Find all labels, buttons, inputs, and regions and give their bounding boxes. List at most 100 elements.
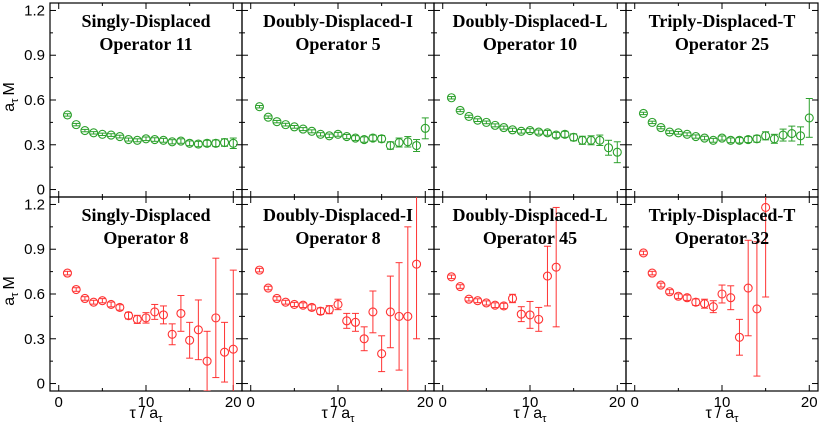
marker [211, 313, 221, 323]
panel-title-line2: Operator 5 [295, 34, 380, 54]
data-point [71, 120, 81, 130]
marker [298, 124, 308, 134]
marker [315, 306, 326, 316]
marker [106, 130, 116, 140]
ticks [50, 3, 242, 197]
data-point [272, 293, 282, 304]
x-axis-label-4: τ / aτ [706, 405, 740, 425]
data-point [254, 265, 265, 275]
data-point [403, 136, 413, 148]
marker [743, 283, 753, 293]
marker [263, 112, 273, 122]
marker [656, 280, 666, 290]
marker [377, 349, 387, 359]
panel-title-line2: Operator 11 [99, 34, 192, 54]
marker [185, 335, 195, 345]
data-point [80, 126, 90, 136]
data-point [368, 290, 378, 334]
data-point [185, 138, 195, 148]
x-tick-label: 20 [609, 394, 626, 411]
data-point [377, 335, 387, 373]
data-point [219, 137, 230, 148]
marker [150, 134, 160, 145]
marker [534, 314, 544, 324]
marker [490, 300, 500, 310]
data-point [219, 321, 230, 383]
data-point [167, 323, 177, 346]
marker [656, 123, 666, 133]
data-point [307, 302, 317, 312]
ticks [242, 197, 434, 391]
marker [359, 134, 369, 145]
series [446, 93, 622, 164]
marker [403, 311, 413, 321]
data-point [665, 287, 675, 297]
marker [595, 135, 605, 145]
data-point [761, 131, 771, 141]
data-point [193, 139, 203, 149]
marker [281, 120, 291, 130]
x-tick-label: 20 [801, 394, 818, 411]
axis-labels-layer: aτM aτM τ / aτ τ / aτ τ / aτ τ / aτ [1, 82, 739, 425]
data-point [158, 305, 169, 325]
marker [769, 134, 779, 144]
x-axis-label-1: τ / aτ [130, 405, 164, 425]
y-tick-label: 0.9 [24, 241, 45, 258]
marker [272, 117, 282, 127]
data-point [71, 284, 81, 295]
data-point [202, 330, 212, 391]
data-point [289, 122, 299, 132]
data-point [89, 128, 99, 138]
series [254, 102, 430, 152]
marker [455, 105, 465, 115]
y-label-m: M [1, 82, 18, 95]
ticks [242, 3, 434, 197]
marker [464, 294, 474, 304]
data-point [193, 299, 203, 361]
panel-title-line1: Doubly-Displaced-L [452, 205, 607, 225]
y-tick-label: 1.2 [24, 2, 45, 19]
marker [333, 299, 343, 309]
marker [647, 268, 657, 278]
panel-frame [241, 196, 435, 392]
marker [481, 117, 491, 127]
marker [717, 289, 727, 299]
marker [132, 314, 142, 324]
series [638, 197, 771, 377]
marker [377, 134, 387, 144]
data-point [586, 135, 596, 146]
panel-frame [49, 196, 243, 392]
data-point [359, 134, 369, 145]
marker [158, 310, 169, 320]
y-label-m: M [1, 276, 18, 289]
marker [490, 120, 500, 130]
marker [254, 102, 265, 112]
marker [272, 293, 282, 304]
marker [726, 135, 736, 145]
data-point [359, 326, 369, 352]
data-point [62, 110, 73, 120]
marker [499, 301, 509, 311]
data-point [551, 206, 561, 328]
data-point [141, 134, 151, 144]
marker [560, 129, 570, 139]
panel-3: Doubly-Displaced-L Operator 10 [433, 2, 627, 198]
data-point [315, 306, 326, 316]
marker [62, 110, 73, 120]
marker [185, 138, 195, 148]
data-point [455, 105, 465, 115]
marker [228, 138, 238, 148]
panel-title-line2: Operator 25 [675, 34, 769, 54]
data-point [150, 303, 160, 320]
panel-5: 0 0.3 0.6 0.9 1.2 0 10 20 Singly-Displaced Operat… [24, 196, 243, 411]
data-point [80, 293, 90, 304]
marker [254, 265, 265, 275]
data-point [656, 280, 666, 290]
marker [743, 134, 753, 145]
marker [359, 334, 369, 344]
marker [481, 298, 491, 308]
data-point [211, 138, 221, 148]
x-axis-label-2: τ / aτ [322, 405, 356, 425]
marker [158, 135, 169, 145]
data-point [158, 135, 169, 145]
